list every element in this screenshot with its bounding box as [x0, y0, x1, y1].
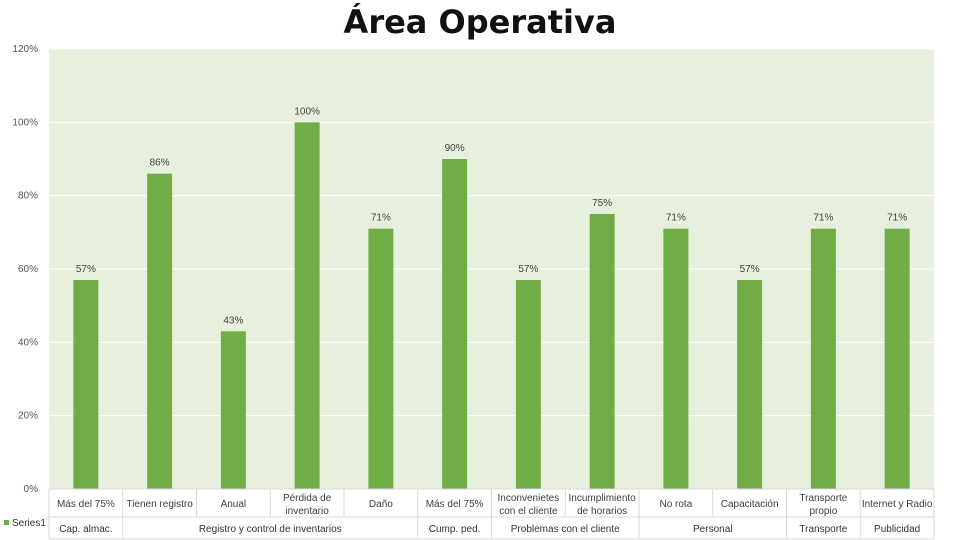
- data-label: 90%: [445, 143, 465, 154]
- category-label: Incumplimiento de horarios: [568, 493, 636, 517]
- y-tick-label: 40%: [18, 337, 38, 348]
- bar: [442, 159, 468, 489]
- bar: [368, 228, 394, 489]
- bar: [220, 331, 246, 489]
- data-label: 75%: [592, 198, 612, 209]
- data-label: 100%: [294, 106, 320, 117]
- bar: [810, 228, 836, 489]
- y-tick-label: 0%: [24, 484, 39, 495]
- data-label: 71%: [371, 213, 391, 224]
- y-tick-label: 20%: [18, 411, 38, 422]
- legend-swatch: [4, 520, 9, 525]
- bar: [294, 122, 320, 489]
- bar: [147, 173, 173, 489]
- y-tick-label: 60%: [18, 264, 38, 275]
- data-label: 57%: [76, 264, 96, 275]
- group-label: Publicidad: [874, 524, 920, 535]
- data-label: 43%: [223, 315, 243, 326]
- bar: [663, 228, 689, 489]
- group-label: Registro y control de inventarios: [199, 524, 342, 535]
- y-tick-label: 120%: [12, 44, 38, 55]
- chart-title: Área Operativa: [343, 3, 617, 41]
- category-label: Internet y Radio: [862, 499, 933, 510]
- category-label: Tienen registro: [126, 499, 193, 510]
- bar: [884, 228, 910, 489]
- legend-label: Series1: [12, 518, 46, 529]
- group-label: Personal: [693, 524, 732, 535]
- group-label: Problemas con el cliente: [511, 524, 620, 535]
- group-label: Cap. almac.: [59, 524, 112, 535]
- category-label: Más del 75%: [57, 499, 115, 510]
- bar: [515, 280, 541, 489]
- category-label: Transporte propio: [799, 493, 847, 517]
- data-label: 71%: [813, 213, 833, 224]
- category-label: Inconvenietes con el cliente: [498, 493, 560, 517]
- bar: [589, 214, 615, 489]
- category-label: Más del 75%: [426, 499, 484, 510]
- category-label: Daño: [369, 499, 393, 510]
- category-label: Capacitación: [721, 499, 779, 510]
- data-label: 57%: [740, 264, 760, 275]
- category-label: Pérdida de inventario: [283, 493, 332, 517]
- y-tick-label: 100%: [12, 117, 38, 128]
- y-tick-label: 80%: [18, 191, 38, 202]
- group-label: Transporte: [799, 524, 847, 535]
- category-label: Anual: [221, 499, 247, 510]
- data-label: 71%: [887, 213, 907, 224]
- data-label: 71%: [666, 213, 686, 224]
- data-label: 57%: [518, 264, 538, 275]
- data-label: 86%: [150, 158, 170, 169]
- category-label: No rota: [659, 499, 692, 510]
- bar: [73, 280, 99, 489]
- bar: [737, 280, 763, 489]
- group-label: Cump. ped.: [429, 524, 481, 535]
